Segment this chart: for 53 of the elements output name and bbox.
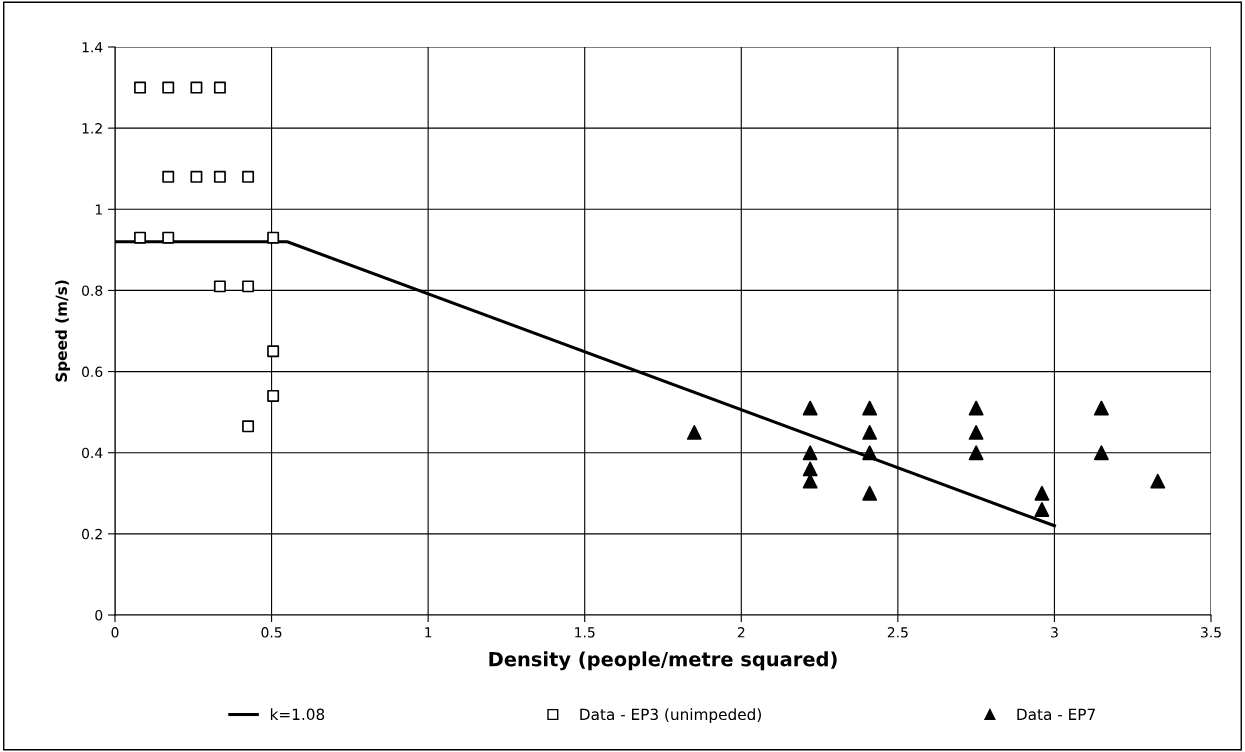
point	[1034, 502, 1050, 517]
y-tick-label: 1.2	[82, 123, 102, 134]
point	[134, 81, 147, 94]
point	[1150, 473, 1166, 489]
x-tick-label: 0.5	[261, 627, 282, 638]
point	[242, 170, 255, 183]
x-tick-label: 2	[737, 627, 745, 638]
x-tick-label: 1.5	[575, 627, 595, 638]
point	[242, 420, 255, 433]
x-tick-label: 3	[1051, 627, 1058, 638]
legend-label: k=1.08	[270, 708, 325, 721]
point	[190, 170, 203, 183]
point	[134, 231, 147, 244]
x-tick-label: 1	[425, 627, 432, 638]
x-tick-label: 2.5	[887, 627, 908, 638]
y-tick-label: 0.6	[82, 366, 103, 378]
point	[862, 400, 878, 416]
y-tick-label: 0	[95, 609, 103, 621]
point	[1034, 485, 1050, 501]
point	[213, 170, 226, 183]
point	[242, 280, 255, 293]
point	[802, 400, 818, 416]
point	[802, 461, 818, 477]
point	[802, 445, 818, 461]
point	[267, 389, 280, 402]
point	[1093, 400, 1109, 416]
point	[162, 170, 175, 183]
point	[162, 81, 175, 94]
point	[1093, 445, 1109, 461]
point	[968, 445, 984, 461]
point	[862, 485, 878, 501]
y-tick-label: 0.4	[82, 447, 103, 459]
y-axis-title: Speed (m/s)	[55, 280, 70, 382]
point	[267, 345, 280, 358]
x-tick-label: 0	[111, 627, 119, 638]
x-tick-label: 3.5	[1201, 627, 1221, 638]
y-tick-label: 0.2	[82, 528, 102, 540]
point	[862, 445, 878, 461]
point	[213, 280, 226, 293]
point	[162, 231, 175, 244]
point	[190, 81, 203, 94]
legend-label: Data - EP7	[1017, 708, 1095, 721]
legend-label: Data - EP3 (unimpeded)	[580, 708, 761, 724]
point	[968, 400, 984, 416]
point	[686, 425, 702, 440]
y-tick-label: 1.4	[82, 42, 103, 53]
point	[968, 425, 984, 440]
point	[213, 81, 226, 94]
x-axis-title: Density (people/metre squared)	[489, 651, 837, 671]
point	[862, 425, 878, 440]
y-tick-label: 0.8	[82, 285, 103, 296]
y-tick-label: 1	[95, 204, 102, 215]
point	[267, 231, 280, 244]
